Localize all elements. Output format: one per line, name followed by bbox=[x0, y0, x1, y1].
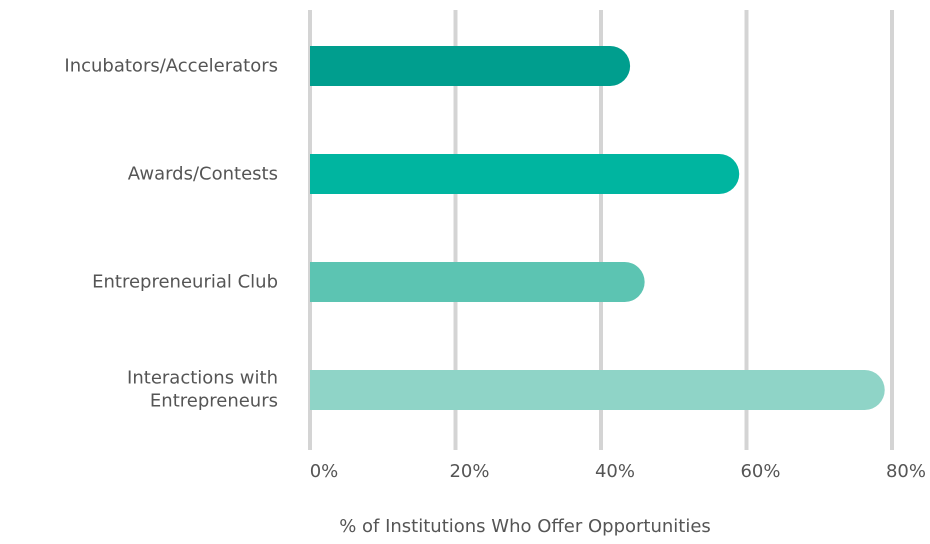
bar bbox=[310, 154, 740, 194]
x-tick-label: 60% bbox=[740, 461, 780, 482]
category-label: Awards/Contests bbox=[127, 163, 278, 185]
x-tick-label: 20% bbox=[449, 461, 489, 482]
x-tick-label: 0% bbox=[310, 461, 339, 482]
x-tick-label: 40% bbox=[595, 461, 635, 482]
category-label: Entrepreneurial Club bbox=[92, 271, 278, 293]
x-tick-label: 80% bbox=[886, 461, 926, 482]
bar bbox=[310, 370, 885, 410]
bar bbox=[310, 46, 631, 86]
bar bbox=[310, 262, 645, 302]
category-label: Interactions with Entrepreneurs bbox=[127, 367, 278, 412]
x-axis-label: % of Institutions Who Offer Opportunitie… bbox=[339, 516, 711, 537]
category-label: Incubators/Accelerators bbox=[64, 55, 278, 77]
